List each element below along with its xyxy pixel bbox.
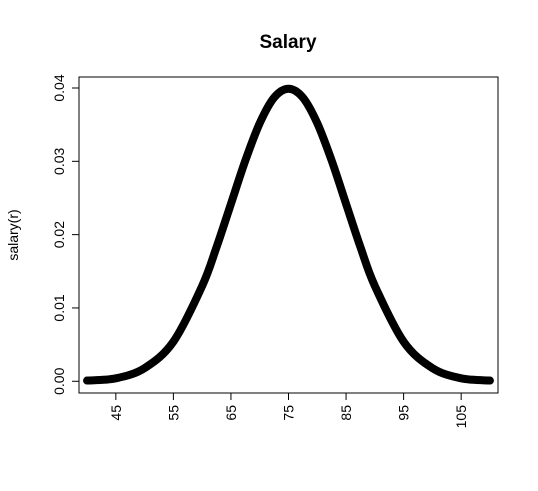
x-tick-label: 55 xyxy=(165,405,181,421)
y-tick-label: 0.02 xyxy=(51,221,67,248)
x-tick-label: 75 xyxy=(281,405,297,421)
data-point xyxy=(430,366,435,371)
x-tick-label: 105 xyxy=(453,405,469,429)
data-point xyxy=(243,158,248,163)
x-tick-label: 65 xyxy=(223,405,239,421)
data-point xyxy=(142,366,147,371)
x-tick-label: 95 xyxy=(396,405,412,421)
data-point xyxy=(257,121,262,126)
data-point xyxy=(487,378,492,383)
plot-frame xyxy=(78,76,499,394)
data-point xyxy=(459,376,464,381)
data-point xyxy=(372,283,377,288)
data-point xyxy=(329,158,334,163)
data-point xyxy=(344,201,349,206)
x-tick-label: 85 xyxy=(338,405,354,421)
data-point xyxy=(315,121,320,126)
data-point xyxy=(228,201,233,206)
density-curve xyxy=(83,84,494,385)
data-point xyxy=(401,339,406,344)
data-point xyxy=(358,245,363,250)
data-point xyxy=(113,376,118,381)
data-point xyxy=(300,95,305,100)
y-tick-label: 0.00 xyxy=(51,367,67,394)
data-point xyxy=(286,86,291,91)
y-tick-label: 0.04 xyxy=(51,74,67,101)
data-point xyxy=(85,378,90,383)
chart-title: Salary xyxy=(259,32,316,53)
y-axis-label: salary(r) xyxy=(5,209,21,260)
x-tick-label: 45 xyxy=(108,405,124,421)
data-point xyxy=(171,339,176,344)
data-point xyxy=(200,283,205,288)
y-tick-label: 0.01 xyxy=(51,294,67,321)
data-point xyxy=(214,245,219,250)
data-point xyxy=(272,95,277,100)
y-tick-label: 0.03 xyxy=(51,147,67,174)
